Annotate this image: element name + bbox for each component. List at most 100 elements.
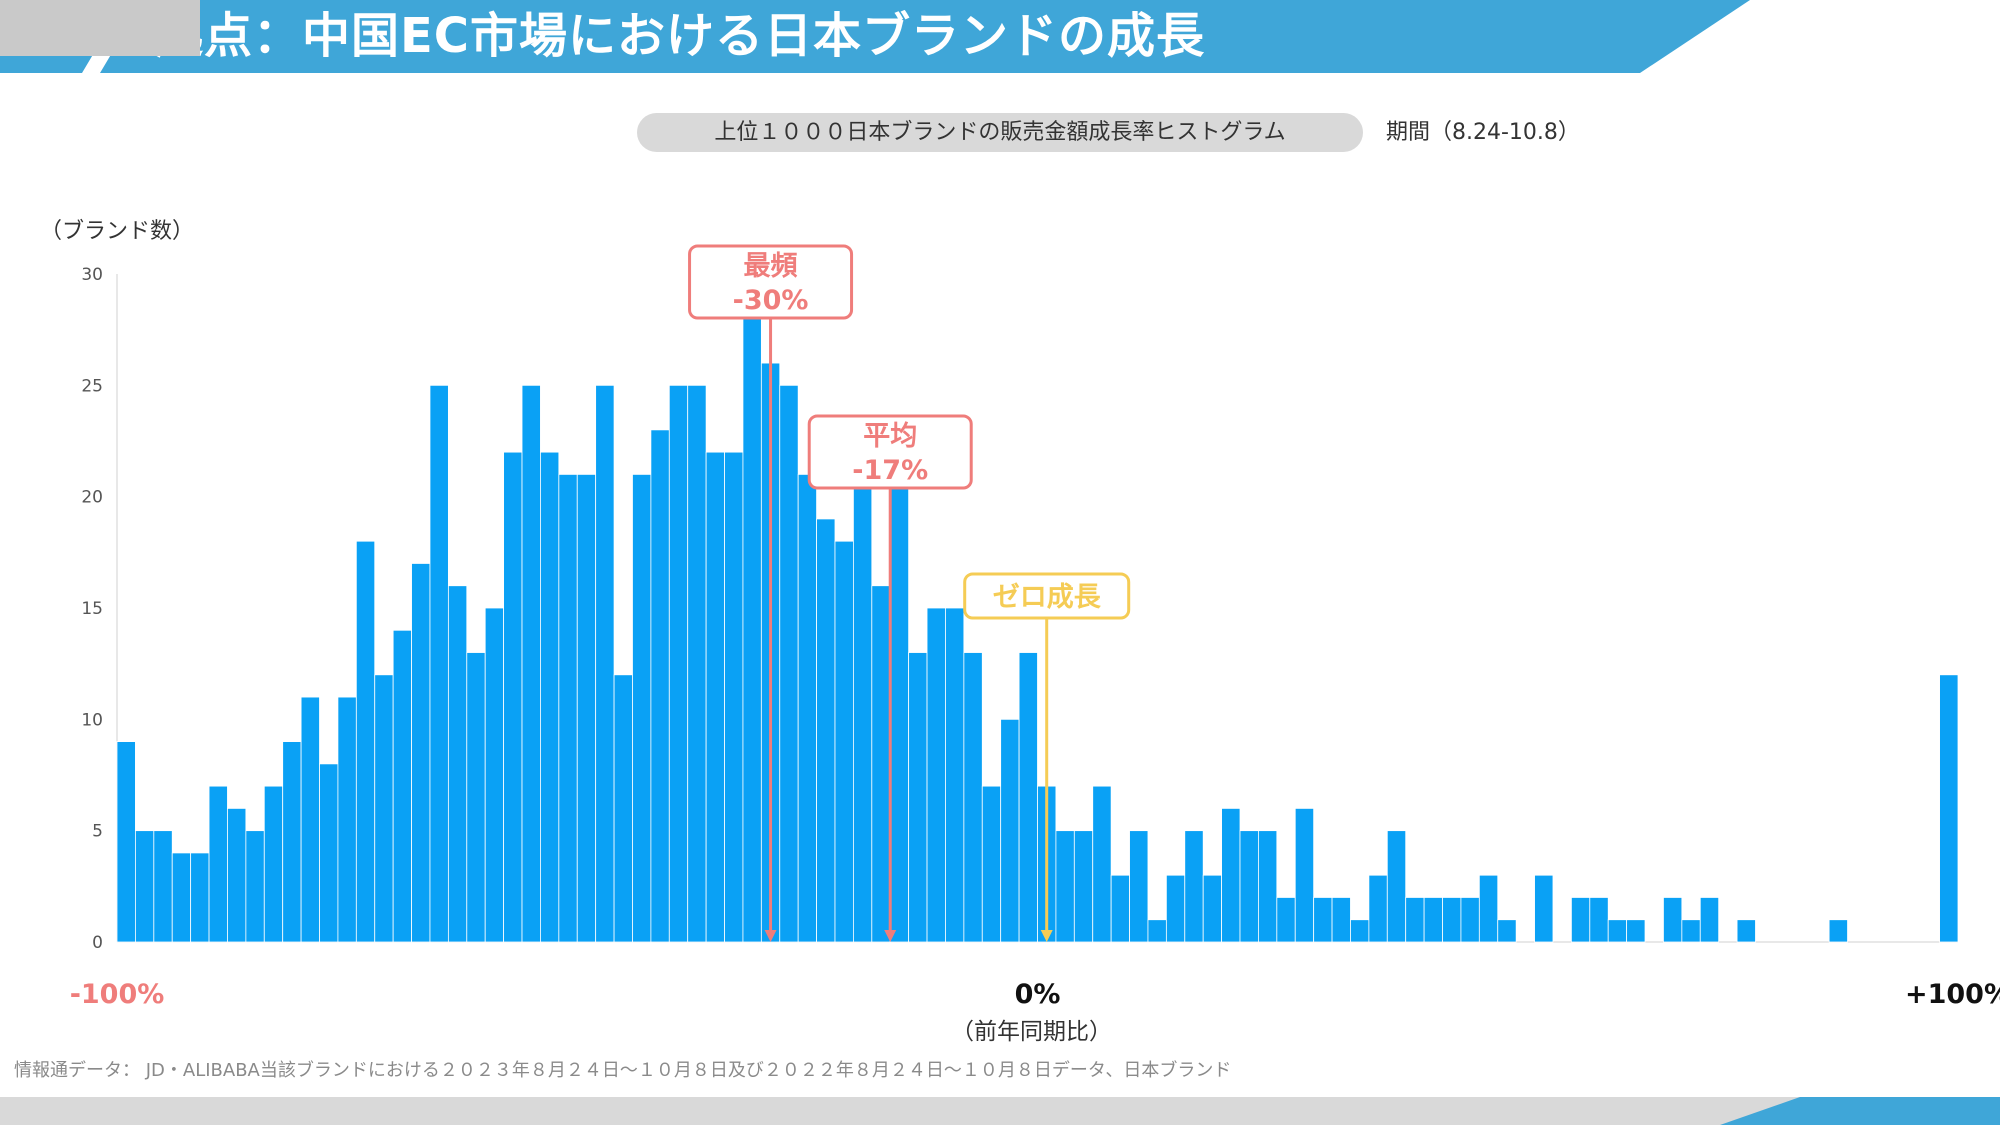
histogram-bar <box>797 473 817 943</box>
histogram-bar <box>1018 652 1038 943</box>
x-tick-label: +100% <box>1905 979 2000 1010</box>
histogram-bar <box>319 763 339 943</box>
annotation-arrowhead <box>764 930 777 942</box>
histogram-bar <box>1147 919 1167 943</box>
histogram-bar <box>779 384 799 943</box>
x-tick-label: -100% <box>70 979 165 1010</box>
histogram-bar <box>484 607 505 943</box>
histogram-bar <box>227 808 247 943</box>
histogram-bar <box>1736 919 1756 943</box>
x-tick-label: 0% <box>1015 979 1061 1010</box>
brand-logo-text: Nint <box>1848 6 1971 64</box>
y-tick-label: 0 <box>92 933 103 953</box>
histogram-bar <box>632 473 652 943</box>
histogram-bar <box>889 473 910 943</box>
annotation-label: 平均 <box>863 421 917 452</box>
histogram-bar <box>1313 897 1333 943</box>
histogram-bar <box>171 852 192 943</box>
histogram-bar <box>595 384 615 943</box>
source-note: 情報通データ： JD・ALIBABA当該ブランドにおける２０２３年８月２４日〜１… <box>14 1060 1232 1081</box>
histogram-bar <box>1276 897 1296 943</box>
annotation-label: 最頻 <box>744 251 798 282</box>
histogram-bar <box>1939 674 1959 943</box>
histogram-bar <box>447 585 468 943</box>
annotation-label: ゼロ成長 <box>993 582 1102 613</box>
histogram-bar <box>742 295 762 943</box>
histogram-bar <box>337 696 357 943</box>
histogram-bar <box>1368 874 1388 943</box>
histogram-bar <box>1350 919 1370 943</box>
header-background <box>0 0 2000 73</box>
y-axis-label: （ブランド数） <box>40 219 195 244</box>
histogram-bar <box>1221 808 1241 943</box>
histogram-bar <box>503 451 523 943</box>
histogram-bar <box>1110 874 1130 943</box>
histogram-bar <box>1386 830 1407 943</box>
histogram-bar <box>116 741 136 943</box>
histogram-bar <box>576 473 597 943</box>
histogram-bar <box>871 585 891 943</box>
histogram-bar <box>300 696 320 943</box>
histogram-bar <box>1092 785 1112 943</box>
histogram-bar <box>613 674 633 943</box>
histogram-bar <box>1589 897 1609 943</box>
histogram-bar <box>687 384 707 943</box>
histogram-bar <box>1626 919 1646 943</box>
histogram-bar <box>263 785 284 943</box>
annotation-box <box>807 414 973 490</box>
histogram-bar <box>1423 897 1443 943</box>
histogram-bar <box>355 540 376 943</box>
histogram-bar <box>981 785 1002 943</box>
histogram-bar <box>908 652 928 943</box>
y-tick-label: 25 <box>81 376 103 396</box>
histogram-bar <box>411 563 431 943</box>
histogram-bar <box>135 830 155 943</box>
histogram-bar <box>1000 718 1020 943</box>
header-bar: 7 起点：中国EC市場における日本ブランドの成長 Nint <box>0 0 2000 73</box>
histogram-bar <box>1129 830 1149 943</box>
histogram-bar <box>1663 897 1683 943</box>
histogram-bar <box>705 451 725 943</box>
histogram-bar <box>374 674 394 943</box>
y-tick-label: 5 <box>92 822 103 842</box>
histogram-bar <box>1165 874 1186 943</box>
y-tick-label: 15 <box>81 599 103 619</box>
histogram-bar <box>650 429 670 943</box>
histogram-bar <box>963 652 983 943</box>
histogram-bar <box>153 830 173 943</box>
histogram-bar <box>1681 919 1701 943</box>
nint-logo-icon <box>0 0 200 56</box>
histogram-bar <box>521 384 541 943</box>
histogram-bar <box>540 451 560 943</box>
histogram-bar <box>1460 897 1480 943</box>
histogram-bar <box>1055 830 1075 943</box>
annotation-box <box>963 572 1131 620</box>
histogram-bar <box>466 652 486 943</box>
histogram-bar <box>1497 919 1517 943</box>
annotation-box <box>688 244 854 320</box>
histogram-bar <box>834 540 854 943</box>
histogram-bar <box>392 629 412 943</box>
histogram-bar <box>282 741 302 943</box>
histogram-bar <box>1607 919 1628 943</box>
histogram-bar <box>1478 874 1499 943</box>
chart-title: 上位１０００日本ブランドの販売金額成長率ヒストグラム <box>637 113 1363 152</box>
histogram-bar <box>1828 919 1848 943</box>
histogram-bar <box>816 518 836 943</box>
y-tick-label: 30 <box>81 265 103 285</box>
period-label: 期間（8.24-10.8） <box>1386 120 1580 145</box>
annotation-arrowhead <box>884 930 897 942</box>
histogram-bar <box>668 384 689 943</box>
histogram-chart: 0 5 10 15 20 25 30 -100% 0% +100% （前年同期比） 最頻-30% 平均-… <box>70 244 2000 1045</box>
annotation-value: -30% <box>733 285 809 316</box>
histogram-bar <box>1699 897 1720 943</box>
histogram-bar <box>429 384 449 943</box>
annotation-value: -17% <box>852 455 928 486</box>
histogram-bar <box>853 473 873 943</box>
y-tick-label: 20 <box>81 488 103 508</box>
annotation-arrowhead <box>1040 930 1053 942</box>
histogram-bar <box>190 852 210 943</box>
histogram-bar <box>945 607 965 943</box>
histogram-bar <box>1294 808 1315 943</box>
histogram-bar <box>724 451 744 943</box>
